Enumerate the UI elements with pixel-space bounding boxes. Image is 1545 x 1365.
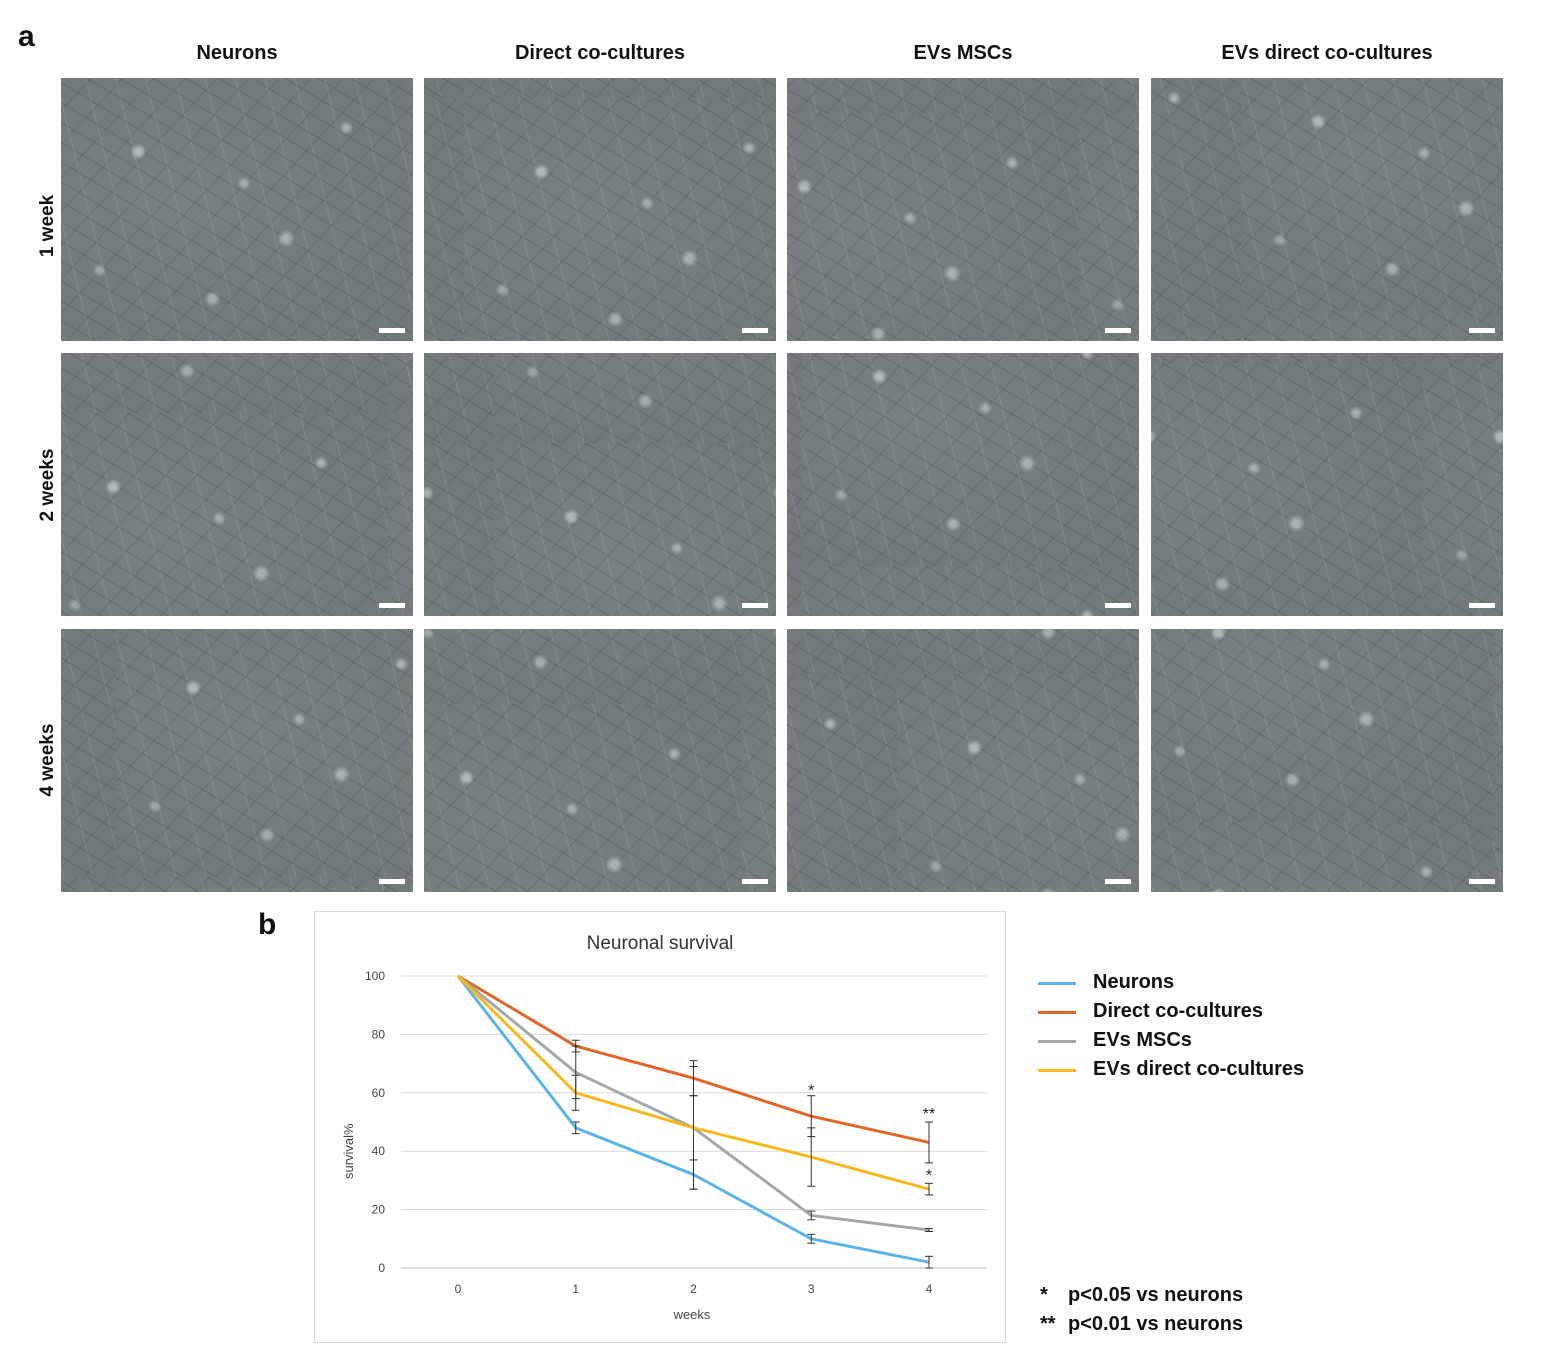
x-tick-label-4: 4 <box>926 1282 933 1296</box>
chart-title: Neuronal survival <box>587 933 734 954</box>
significance-annotation-2: * <box>926 1167 932 1184</box>
micrograph-direct-co-cultures-4-weeks <box>424 629 776 892</box>
micrograph-evs-mscs-1-week <box>787 78 1139 341</box>
x-tick-label-3: 3 <box>808 1282 815 1296</box>
neuronal-survival-chart: Neuronal survival 0 20 40 60 80 100 0 1 2 3 4 weeks s… <box>314 911 1006 1343</box>
significance-text: p<0.01 vs neurons <box>1068 1313 1244 1335</box>
significance-symbol: * <box>1040 1284 1048 1306</box>
scale-bar <box>1105 879 1131 884</box>
significance-annotation-1: ** <box>923 1106 935 1123</box>
scale-bar <box>379 328 405 333</box>
scale-bar <box>1105 328 1131 333</box>
y-tick-label-80: 80 <box>372 1027 386 1041</box>
x-axis-label: weeks <box>673 1307 711 1322</box>
significance-annotation-0: * <box>808 1083 814 1100</box>
x-tick-label-0: 0 <box>455 1282 462 1296</box>
scale-bar <box>1469 879 1495 884</box>
scale-bar <box>1469 328 1495 333</box>
x-tick-label-2: 2 <box>690 1282 697 1296</box>
legend-label-neurons: Neurons <box>1093 971 1175 993</box>
scale-bar <box>379 879 405 884</box>
legend-swatch-evs-direct-co-cultures <box>1038 1069 1076 1072</box>
y-tick-label-100: 100 <box>365 969 385 983</box>
column-title-evs-mscs: EVs MSCs <box>913 42 1013 64</box>
significance-text: p<0.05 vs neurons <box>1068 1284 1244 1306</box>
scale-bar <box>742 603 768 608</box>
legend-swatch-evs-mscs <box>1038 1040 1076 1043</box>
micrograph-neurons-2-weeks <box>61 353 413 616</box>
x-tick-label-1: 1 <box>572 1282 579 1296</box>
y-tick-label-60: 60 <box>372 1086 386 1100</box>
micrograph-evs-mscs-2-weeks <box>787 353 1139 616</box>
micrograph-direct-co-cultures-1-week <box>424 78 776 341</box>
micrograph-neurons-4-weeks <box>61 629 413 892</box>
scale-bar <box>379 603 405 608</box>
significance-symbol: ** <box>1040 1313 1056 1335</box>
legend-label-evs-direct-co-cultures: EVs direct co-cultures <box>1093 1058 1305 1080</box>
significance-note-p001: ** p<0.01 vs neurons <box>1040 1313 1243 1336</box>
column-title-neurons: Neurons <box>196 42 278 64</box>
scale-bar <box>742 879 768 884</box>
y-tick-label-20: 20 <box>372 1203 386 1217</box>
micrograph-neurons-1-week <box>61 78 413 341</box>
y-tick-label-40: 40 <box>372 1144 386 1158</box>
micrograph-direct-co-cultures-2-weeks <box>424 353 776 616</box>
panel-a-letter: a <box>18 20 35 53</box>
y-tick-label-0: 0 <box>378 1261 385 1275</box>
column-title-evs-direct-co-cultures: EVs direct co-cultures <box>1221 42 1433 64</box>
legend-swatch-direct-co-cultures <box>1038 1011 1076 1014</box>
panel-b-letter: b <box>258 908 277 941</box>
significance-note-p005: * p<0.05 vs neurons <box>1040 1284 1243 1307</box>
micrograph-evs-direct-co-cultures-2-weeks <box>1151 353 1503 616</box>
scale-bar <box>1469 603 1495 608</box>
chart-svg: Neuronal survival 0 20 40 60 80 100 0 1 2 3 4 weeks s… <box>341 933 987 1322</box>
y-axis-label: survival% <box>341 1123 356 1179</box>
legend-swatch-neurons <box>1038 982 1076 985</box>
column-title-direct-co-cultures: Direct co-cultures <box>514 42 686 64</box>
legend-label-direct-co-cultures: Direct co-cultures <box>1093 1000 1264 1022</box>
scale-bar <box>742 328 768 333</box>
micrograph-evs-mscs-4-weeks <box>787 629 1139 892</box>
scale-bar <box>1105 603 1131 608</box>
micrograph-evs-direct-co-cultures-1-week <box>1151 78 1503 341</box>
legend-label-evs-mscs: EVs MSCs <box>1093 1029 1192 1051</box>
micrograph-evs-direct-co-cultures-4-weeks <box>1151 629 1503 892</box>
